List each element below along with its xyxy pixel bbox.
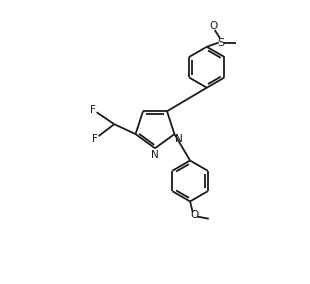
Text: F: F [90, 105, 96, 115]
Text: F: F [92, 134, 98, 144]
Text: S: S [217, 37, 224, 47]
Text: N: N [175, 133, 183, 144]
Text: O: O [190, 210, 198, 220]
Text: O: O [210, 21, 218, 31]
Text: N: N [151, 150, 158, 160]
